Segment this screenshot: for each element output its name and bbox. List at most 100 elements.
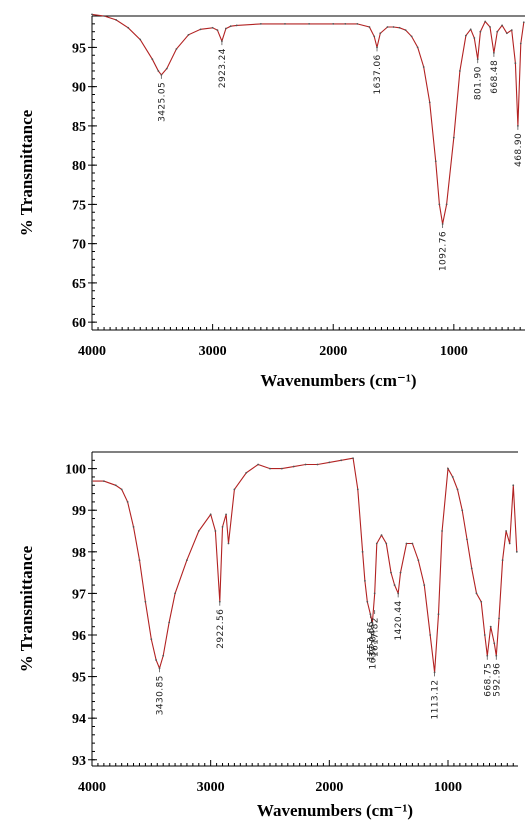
- spectrum-point: [398, 26, 401, 29]
- spectrum-point: [269, 467, 271, 470]
- spectrum-point: [150, 638, 153, 641]
- spectrum-point: [522, 21, 525, 24]
- spectrum-point: [483, 634, 486, 636]
- spectrum-point: [364, 580, 366, 582]
- y-tick-label: 70: [72, 238, 86, 253]
- spectrum-point: [308, 22, 311, 25]
- spectrum-point: [344, 22, 347, 25]
- spectrum-point: [340, 459, 343, 462]
- y-tick-label: 95: [72, 671, 86, 686]
- spectrum-point: [175, 48, 178, 50]
- spectrum-point: [456, 488, 459, 491]
- spectrum-point: [361, 550, 364, 553]
- peak-label: 592.96: [492, 663, 502, 697]
- spectrum-point: [235, 24, 238, 27]
- spectrum-point: [405, 542, 408, 545]
- spectrum-point: [464, 34, 467, 37]
- spectrum-point: [423, 584, 426, 586]
- y-tick-label: 94: [72, 712, 86, 727]
- spectrum-point: [510, 29, 513, 32]
- spectrum-point: [102, 480, 105, 483]
- spectrum-point: [505, 530, 508, 532]
- spectrum-point: [417, 559, 420, 562]
- peak-label: 1637.06: [373, 54, 383, 94]
- x-tick-label: 1000: [434, 780, 462, 795]
- peak-label: 1113.12: [431, 679, 441, 719]
- spectrum-point: [292, 465, 295, 468]
- y-tick-label: 100: [65, 463, 86, 478]
- spectrum-point: [229, 25, 232, 28]
- peak-label: 668.48: [490, 60, 500, 94]
- spectrum-point: [375, 542, 378, 545]
- spectrum-point: [199, 28, 202, 31]
- peak-label: 3425.05: [157, 82, 167, 122]
- spectrum-point: [452, 136, 455, 139]
- spectrum-point: [120, 488, 123, 491]
- y-tick-label: 65: [72, 277, 86, 292]
- y-tick-label: 96: [72, 629, 86, 644]
- spectrum-point: [332, 22, 335, 25]
- spectrum-point: [489, 26, 491, 28]
- spectrum-point: [233, 488, 236, 491]
- spectrum-point: [475, 592, 478, 595]
- y-tick-label: 95: [72, 41, 86, 56]
- spectrum-point: [380, 534, 383, 537]
- spectrum-point: [368, 26, 371, 28]
- spectrum-point: [514, 62, 517, 64]
- y-tick-label: 80: [72, 159, 86, 174]
- spectrum-point: [214, 530, 217, 532]
- y-axis-title: % Transmittance: [17, 545, 36, 672]
- x-tick-label: 4000: [78, 780, 106, 795]
- spectrum-line: [92, 457, 518, 673]
- spectrum-point: [227, 542, 230, 545]
- chart-panel-1: 4000 3000 2000 1000 60 65 70 75 80 85 90 95 Wavenumb…: [17, 13, 525, 390]
- spectrum-point: [451, 476, 454, 478]
- peak-label: 1420.44: [394, 600, 404, 640]
- spectrum-point: [469, 28, 472, 31]
- x-tick-label: 2000: [315, 780, 343, 795]
- spectrum-point: [316, 463, 319, 466]
- spectrum-point: [218, 600, 221, 603]
- spectrum-point: [484, 20, 487, 23]
- spectrum-line: [91, 13, 525, 225]
- spectrum-point: [356, 22, 359, 25]
- spectrum-point: [245, 471, 248, 474]
- chart-panel-2: 4000 3000 2000 1000 93 94 95 96 97 98 99 100 Wavenum…: [17, 451, 518, 820]
- peak-label: 1637.04: [368, 630, 378, 670]
- spectrum-point: [144, 600, 147, 603]
- spectrum-point: [211, 26, 214, 29]
- spectrum-point: [386, 26, 389, 28]
- peak-label: 2922.56: [216, 609, 226, 649]
- spectrum-point: [385, 542, 388, 545]
- spectrum-point: [392, 26, 395, 28]
- spectrum-point: [221, 40, 223, 43]
- y-tick-label: 93: [72, 754, 86, 769]
- spectrum-point: [157, 70, 160, 72]
- spectrum-point: [480, 600, 483, 603]
- x-axis-title: Wavenumbers (cm⁻¹): [260, 371, 416, 390]
- spectrum-point: [501, 559, 504, 562]
- spectrum-point: [304, 463, 307, 466]
- spectrum-point: [498, 617, 500, 620]
- spectrum-point: [174, 592, 176, 595]
- spectrum-point: [91, 480, 93, 483]
- spectrum-point: [162, 654, 165, 657]
- spectrum-point: [458, 70, 461, 72]
- spectrum-point: [127, 26, 130, 29]
- spectrum-point: [168, 621, 171, 624]
- peak-label: 1092.76: [439, 231, 449, 271]
- spectrum-point: [437, 613, 440, 616]
- spectrum-point: [445, 203, 448, 206]
- spectrum-point: [441, 530, 443, 532]
- spectrum-point: [209, 513, 212, 516]
- spectrum-point: [284, 22, 286, 25]
- spectrum-point: [379, 32, 382, 35]
- y-tick-label: 90: [72, 81, 86, 96]
- spectrum-point: [493, 642, 496, 645]
- spectrum-point: [356, 488, 359, 491]
- spectrum-point: [429, 634, 432, 636]
- peak-label: 468.90: [514, 133, 524, 167]
- x-axis-title: Wavenumbers (cm⁻¹): [257, 801, 413, 820]
- peak-label: 1617.82: [371, 617, 381, 657]
- y-tick-label: 99: [72, 504, 86, 519]
